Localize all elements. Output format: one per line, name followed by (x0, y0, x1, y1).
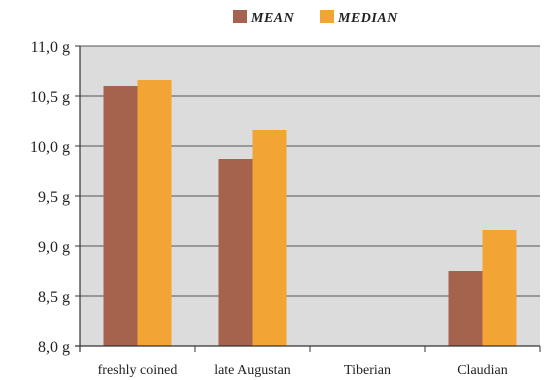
y-tick-label: 10,5 g (30, 89, 70, 106)
y-tick-label: 11,0 g (31, 39, 70, 56)
axes (75, 46, 541, 352)
x-category-label: Tiberian (344, 363, 391, 378)
y-tick-label: 9,0 g (38, 239, 70, 256)
bar-mean-1 (218, 159, 253, 346)
legend-swatch-median (320, 10, 334, 23)
bar-mean-3 (448, 271, 483, 346)
bars (103, 80, 517, 346)
x-category-label: late Augustan (214, 363, 291, 378)
y-tick-label: 10,0 g (30, 139, 70, 156)
x-category-labels: freshly coined late Augustan Tiberian Claud… (98, 363, 508, 378)
x-category-label: freshly coined (98, 363, 178, 378)
x-category-label: Claudian (457, 363, 508, 378)
bar-median-1 (252, 130, 287, 346)
legend-swatch-mean (233, 10, 247, 23)
bar-median-3 (482, 230, 517, 346)
legend-label-mean: MEAN (250, 11, 295, 26)
legend-label-median: MEDIAN (337, 11, 398, 26)
y-tick-label: 8,0 g (38, 339, 70, 356)
bar-mean-0 (103, 86, 138, 346)
legend: MEAN MEDIAN (233, 10, 398, 26)
y-tick-labels: 8,0 g 8,5 g 9,0 g 9,5 g 10,0 g 10,5 g 11,0 g (30, 39, 70, 356)
bar-median-0 (137, 80, 172, 346)
y-tick-label: 9,5 g (38, 189, 70, 206)
y-tick-label: 8,5 g (38, 289, 70, 306)
